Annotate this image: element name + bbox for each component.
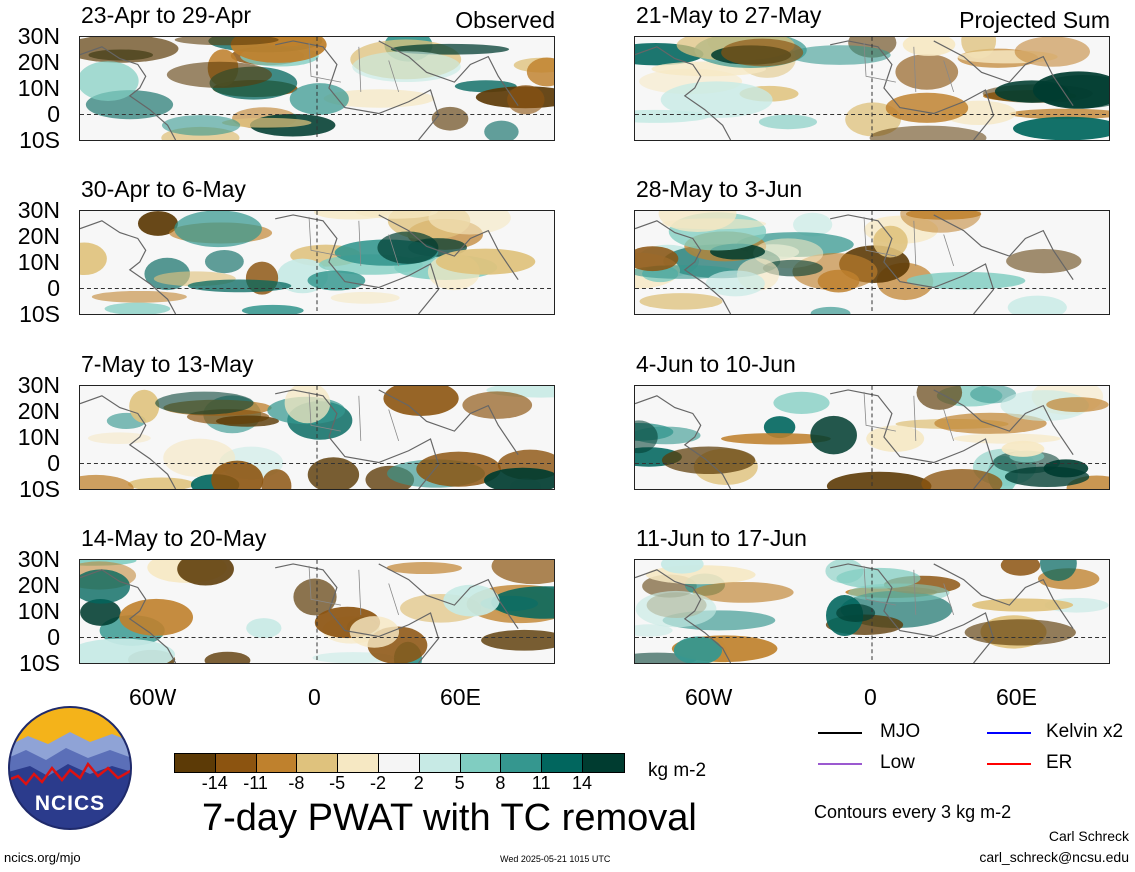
panel-title: 28-May to 3-Jun [636, 176, 803, 202]
lat-label: 0 [47, 275, 60, 301]
pwat-map [79, 385, 555, 490]
lon-label: 60E [440, 684, 481, 710]
pwat-map [634, 385, 1110, 490]
lat-label: 10N [17, 75, 60, 101]
lat-label: 20N [17, 572, 60, 598]
colorbar-tick-label: 2 [413, 773, 424, 793]
panel-title: 21-May to 27-May [636, 2, 822, 28]
panel-tag: Projected Sum [959, 7, 1110, 33]
colorbar-swatch [338, 754, 379, 772]
colorbar [174, 753, 625, 773]
colorbar-units: kg m-2 [648, 760, 707, 781]
colorbar-swatch [297, 754, 339, 772]
pwat-map [79, 559, 555, 664]
timestamp: Wed 2025-05-21 1015 UTC [500, 854, 611, 864]
lat-label: 10N [17, 598, 60, 624]
lat-label: 10N [17, 424, 60, 450]
lat-label: 0 [47, 450, 60, 476]
colorbar-tick-label: -8 [288, 773, 305, 793]
lat-label: 20N [17, 223, 60, 249]
panel-title: 30-Apr to 6-May [81, 176, 246, 202]
colorbar-swatch [460, 754, 502, 772]
lon-label: 60W [129, 684, 177, 710]
pwat-map [634, 210, 1110, 315]
author: Carl Schreck [1048, 828, 1129, 844]
lon-label: 0 [308, 684, 321, 710]
lat-label: 10S [19, 301, 60, 327]
lat-label: 10S [19, 650, 60, 676]
lon-label: 60W [685, 684, 733, 710]
panel-title: 4-Jun to 10-Jun [636, 351, 796, 377]
lat-label: 0 [47, 624, 60, 650]
pwat-map [79, 210, 555, 315]
legend-label-kelvin: Kelvin x2 [1046, 721, 1124, 742]
panel-tag: Observed [455, 7, 555, 33]
legend-label-mjo: MJO [880, 721, 921, 742]
colorbar-swatch [419, 754, 461, 772]
colorbar-swatch [256, 754, 298, 772]
colorbar-tick-label: 14 [571, 773, 593, 793]
lon-label: 0 [864, 684, 877, 710]
colorbar-swatch [501, 754, 543, 772]
legend-label-er: ER [1046, 752, 1073, 773]
colorbar-swatch [582, 754, 624, 772]
colorbar-tick-label: -11 [243, 773, 268, 793]
pwat-map [634, 559, 1110, 664]
panel-title: 11-Jun to 17-Jun [636, 525, 807, 551]
colorbar-tick-label: -14 [201, 773, 228, 793]
colorbar-swatch [542, 754, 583, 772]
legend-line-mjo [818, 732, 862, 734]
lat-label: 0 [47, 101, 60, 127]
legend-line-kelvin [987, 732, 1031, 734]
lat-label: 10S [19, 127, 60, 153]
colorbar-tick-label: 5 [454, 773, 465, 793]
lat-label: 30N [17, 546, 60, 572]
lat-label: 30N [17, 197, 60, 223]
colorbar-swatch [175, 754, 216, 772]
pwat-map [79, 36, 555, 141]
source-url: ncics.org/mjo [4, 850, 81, 865]
panel-title: 14-May to 20-May [81, 525, 267, 551]
legend-label-low: Low [880, 752, 915, 773]
panel-title: 23-Apr to 29-Apr [81, 2, 252, 28]
colorbar-tick-label: -2 [369, 773, 386, 793]
contour-note: Contours every 3 kg m-2 [814, 802, 1012, 822]
logo-text: NCICS [34, 792, 106, 815]
lat-label: 20N [17, 49, 60, 75]
email: carl_schreck@ncsu.edu [979, 849, 1129, 865]
lat-label: 30N [17, 23, 60, 49]
pwat-map [634, 36, 1110, 141]
colorbar-swatch [215, 754, 257, 772]
lat-label: 10N [17, 249, 60, 275]
colorbar-tick-label: -5 [329, 773, 346, 793]
legend-line-low [818, 763, 862, 765]
colorbar-swatch [378, 754, 420, 772]
colorbar-tick-label: 11 [531, 773, 551, 793]
main-title: 7-day PWAT with TC removal [202, 797, 697, 839]
legend-line-er [987, 763, 1031, 765]
lat-label: 30N [17, 372, 60, 398]
lat-label: 20N [17, 398, 60, 424]
lon-label: 60E [996, 684, 1037, 710]
ncics-logo: NCICS [8, 706, 132, 830]
panel-title: 7-May to 13-May [81, 351, 254, 377]
lat-label: 10S [19, 476, 60, 502]
colorbar-tick-label: 8 [495, 773, 506, 793]
